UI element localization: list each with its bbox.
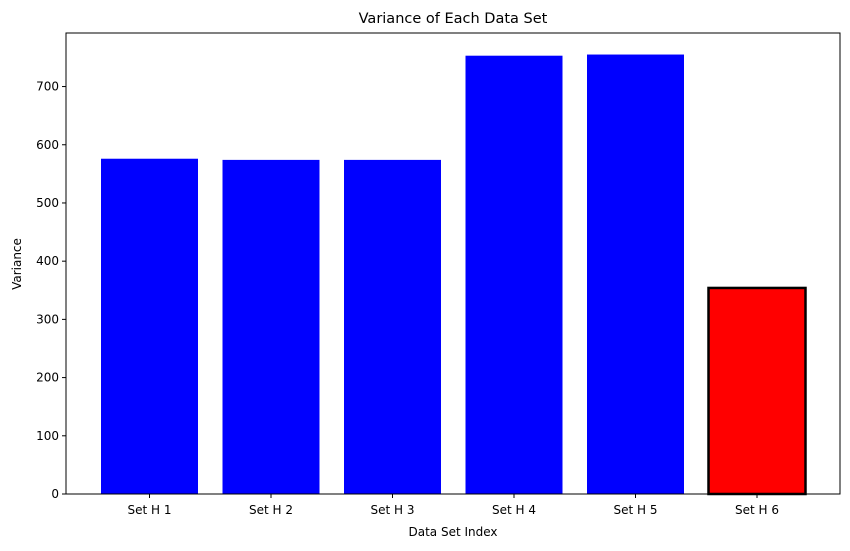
x-tick-label: Set H 3 [371,503,415,517]
bar-set-h-3 [344,159,441,494]
bars-layer [101,54,807,496]
bar-set-h-5 [587,54,684,494]
y-axis-ticks: 0 100 200 300 400 500 600 700 [36,80,66,501]
y-tick-label: 300 [36,312,59,326]
bar-set-h-4 [465,55,563,495]
x-axis-label: Data Set Index [408,525,497,539]
y-tick-label: 400 [36,254,59,268]
y-tick-label: 600 [36,138,59,152]
bar-set-h-6 [707,286,807,496]
y-tick-label: 500 [36,196,59,210]
x-axis-ticks: Set H 1 Set H 2 Set H 3 Set H 4 Set H 5 Set H… [128,494,779,517]
x-tick-label: Set H 4 [492,503,536,517]
x-tick-label: Set H 6 [735,503,779,517]
bar-set-h-1 [101,158,198,494]
y-tick-label: 0 [51,487,59,501]
y-tick-label: 100 [36,429,59,443]
y-tick-label: 700 [36,80,59,94]
x-tick-label: Set H 1 [128,503,172,517]
chart-title: Variance of Each Data Set [359,11,548,27]
y-tick-label: 200 [36,371,59,385]
x-tick-label: Set H 2 [249,503,293,517]
x-tick-label: Set H 5 [614,503,658,517]
y-axis-label: Variance [10,238,24,290]
plot-area-frame [65,32,841,495]
bar-set-h-2 [222,159,320,494]
